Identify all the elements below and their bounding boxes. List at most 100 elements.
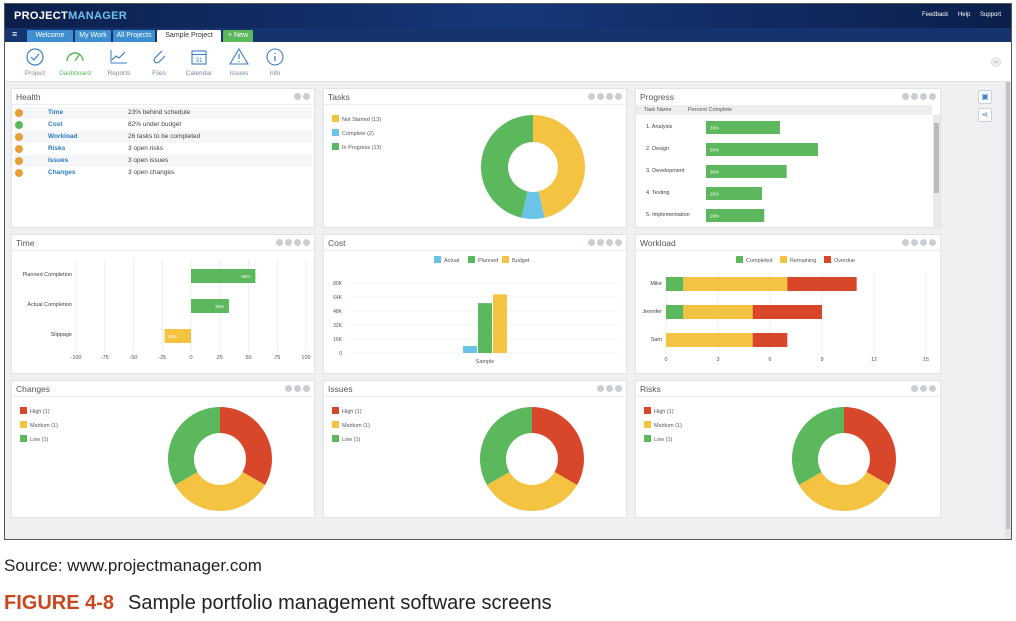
legend-label: High (1) [30,409,50,415]
x-tick-label: 15 [923,357,929,363]
feedback-link[interactable]: Feedback [921,12,949,18]
health-item-name[interactable]: Changes [48,169,76,176]
health-row[interactable]: Risks 3 open risks [14,143,312,155]
help-icon[interactable] [294,385,301,392]
donut-slice-not-started [533,115,585,218]
refresh-icon[interactable] [597,93,604,100]
health-row[interactable]: Changes 3 open changes [14,167,312,179]
help-icon[interactable] [294,93,301,100]
zoom-icon[interactable] [902,239,909,246]
tab-all-projects[interactable]: All Projects [113,30,155,42]
progress-task-label: 5. Implementation [646,212,690,218]
toolbar-label: Project [24,70,46,77]
tab-sample-project[interactable]: Sample Project [157,30,221,42]
close-icon[interactable] [615,239,622,246]
hamburger-icon[interactable]: ≡ [12,29,18,39]
legend-swatch [780,256,787,263]
more-options-icon[interactable] [991,57,1001,67]
help-icon[interactable] [606,239,613,246]
progress-bar-label: 33% [710,126,719,131]
help-icon[interactable] [606,385,613,392]
tab-welcome[interactable]: Welcome [27,30,73,42]
help-icon[interactable] [920,93,927,100]
help-icon[interactable] [606,93,613,100]
toolbar-issues[interactable]: Issues [219,46,259,77]
health-row[interactable]: Issues 3 open issues [14,155,312,167]
refresh-icon[interactable] [285,239,292,246]
toolbar-info[interactable]: Info [255,46,295,77]
top-links: Feedback Help Support [914,12,1001,18]
help-link[interactable]: Help [957,12,971,18]
health-item-name[interactable]: Issues [48,157,69,164]
changes-donut-chart: High (1) Medium (1) Low (1) [20,407,272,511]
close-icon[interactable] [929,385,936,392]
help-icon[interactable] [920,239,927,246]
tab-my-work[interactable]: My Work [75,30,111,42]
page-scrollbar[interactable] [1005,82,1011,539]
toolbar: Project Dashboard Reports Files 31 Calen… [5,42,1011,82]
toolbar-project[interactable]: Project [15,46,55,77]
legend-label: High (1) [654,409,674,415]
toolbar-calendar[interactable]: 31 Calendar [179,46,219,77]
zoom-icon[interactable] [588,239,595,246]
close-icon[interactable] [303,385,310,392]
close-icon[interactable] [303,239,310,246]
new-tab-button[interactable]: + New [223,30,253,42]
panel-controls [276,239,310,246]
progress-bar [706,209,765,222]
close-icon[interactable] [615,385,622,392]
close-icon[interactable] [615,93,622,100]
close-icon[interactable] [929,93,936,100]
panel-title: Tasks [328,92,350,102]
zoom-icon[interactable] [902,93,909,100]
zoom-icon[interactable] [276,239,283,246]
refresh-icon[interactable] [911,93,918,100]
support-link[interactable]: Support [979,12,1001,18]
legend-label: Medium (1) [342,423,370,429]
health-item-value: 23% behind schedule [128,109,191,116]
scrollbar-thumb[interactable] [934,123,939,193]
toolbar-reports[interactable]: Reports [99,46,139,77]
refresh-icon[interactable] [911,239,918,246]
toolbar-label: Calendar [185,70,213,77]
progress-bar [706,121,780,134]
legend-swatch [736,256,743,263]
health-item-name[interactable]: Workload [48,133,78,140]
health-item-name[interactable]: Risks [48,145,66,152]
health-row[interactable]: Cost 82% under budget [14,119,312,131]
save-icon[interactable]: ▣ [978,90,992,104]
close-icon[interactable] [929,239,936,246]
cost-bar-chart: Actual Planned Budget 0 16K 32K 48K 64K 80K Sampl… [333,256,618,365]
page-scrollbar-thumb[interactable] [1006,82,1010,529]
toolbar-dashboard[interactable]: Dashboard [55,46,95,77]
health-item-name[interactable]: Cost [48,121,63,128]
close-icon[interactable] [303,93,310,100]
zoom-icon[interactable] [911,385,918,392]
logo[interactable]: PROJECTMANAGER [14,10,127,22]
help-icon[interactable] [920,385,927,392]
paperclip-icon [153,50,166,64]
toolbar-files[interactable]: Files [139,46,179,77]
zoom-icon[interactable] [597,385,604,392]
donut-slice-medium [174,472,266,511]
workload-bar-completed [666,305,684,319]
scrollbar[interactable] [933,115,940,229]
donut-slice-high [844,407,896,485]
x-tick-label: 50 [245,355,251,361]
zoom-icon[interactable] [588,93,595,100]
refresh-icon[interactable] [597,239,604,246]
zoom-icon[interactable] [285,385,292,392]
panel-controls [597,385,622,392]
status-dot-icon [15,169,23,177]
legend-swatch [468,256,475,263]
share-icon[interactable]: ⋖ [978,108,992,122]
legend-swatch [644,407,651,414]
help-icon[interactable] [294,239,301,246]
top-bar: PROJECTMANAGER Feedback Help Support [5,4,1011,28]
workload-bar-remaining [666,333,753,347]
health-row[interactable]: Workload 26 tasks to be completed [14,131,312,143]
health-row[interactable]: Time 23% behind schedule [14,107,312,119]
health-item-name[interactable]: Time [48,109,64,116]
legend-label: Low (1) [30,437,49,443]
time-bar-chart: -100 -75 -50 -25 0 25 50 75 100 Planned Completio… [22,259,311,361]
